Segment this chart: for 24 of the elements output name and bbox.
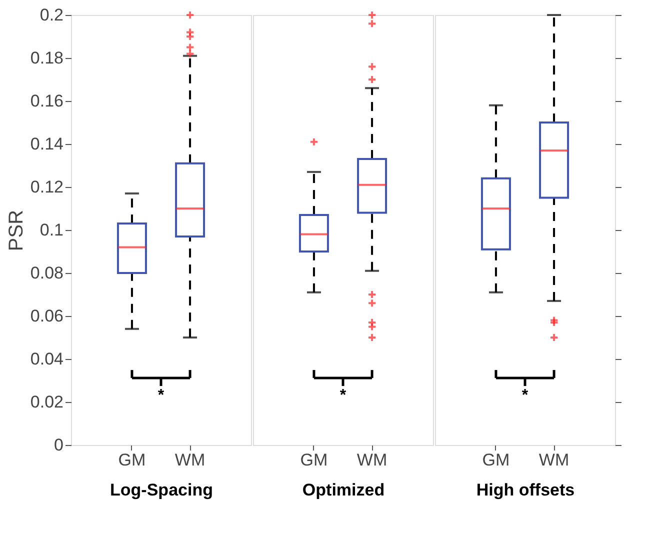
- x-tick-label: GM: [482, 450, 510, 470]
- y-tick-label: 0.04: [30, 350, 64, 368]
- annotation: *: [340, 387, 347, 404]
- x-tick-label: WM: [174, 450, 206, 470]
- x-tick-label: WM: [538, 450, 570, 470]
- y-axis-title: PSR: [5, 210, 28, 252]
- y-tick-label: 0.12: [30, 178, 64, 196]
- x-axis-title: Optimized: [302, 480, 385, 500]
- y-tick-label: 0: [54, 436, 64, 454]
- x-tick-label: WM: [356, 450, 388, 470]
- annotation: *: [158, 387, 165, 404]
- y-tick-label: 0.02: [30, 392, 64, 412]
- x-axis-title: Log-Spacing: [110, 480, 213, 500]
- y-tick-label: 0.06: [30, 306, 64, 326]
- y-tick-label: 0.18: [30, 48, 64, 68]
- annotation: *: [522, 387, 529, 404]
- x-tick-label: GM: [300, 450, 328, 470]
- y-tick-label: 0.16: [30, 92, 64, 110]
- y-tick-label: 0.2: [40, 6, 64, 24]
- x-tick-label: GM: [118, 450, 146, 470]
- y-tick-label: 0.1: [40, 220, 64, 240]
- x-axis-title: High offsets: [476, 480, 575, 500]
- y-tick-label: 0.08: [30, 264, 64, 282]
- y-tick-label: 0.14: [30, 134, 64, 154]
